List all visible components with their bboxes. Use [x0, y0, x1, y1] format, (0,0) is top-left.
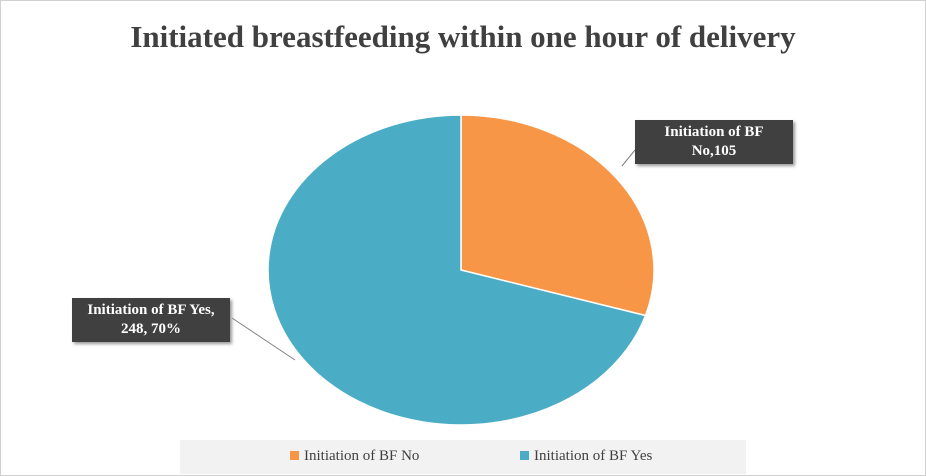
legend-swatch — [290, 451, 299, 460]
pie-slice — [267, 114, 647, 426]
legend: Initiation of BF No Initiation of BF Yes — [180, 440, 746, 474]
leader-line — [231, 317, 296, 361]
pie-slice — [460, 114, 655, 317]
legend-item: Initiation of BF Yes — [520, 448, 652, 465]
legend-swatch — [520, 451, 529, 460]
legend-item: Initiation of BF No — [290, 448, 419, 465]
legend-label: Initiation of BF No — [304, 448, 420, 464]
leader-line — [621, 149, 636, 167]
legend-label: Initiation of BF Yes — [534, 448, 653, 464]
data-label: Initiation of BF Yes, 248, 70% — [72, 298, 230, 342]
data-label: Initiation of BF No,105 — [635, 120, 793, 164]
chart-title: Initiated breastfeeding within one hour … — [130, 19, 796, 54]
